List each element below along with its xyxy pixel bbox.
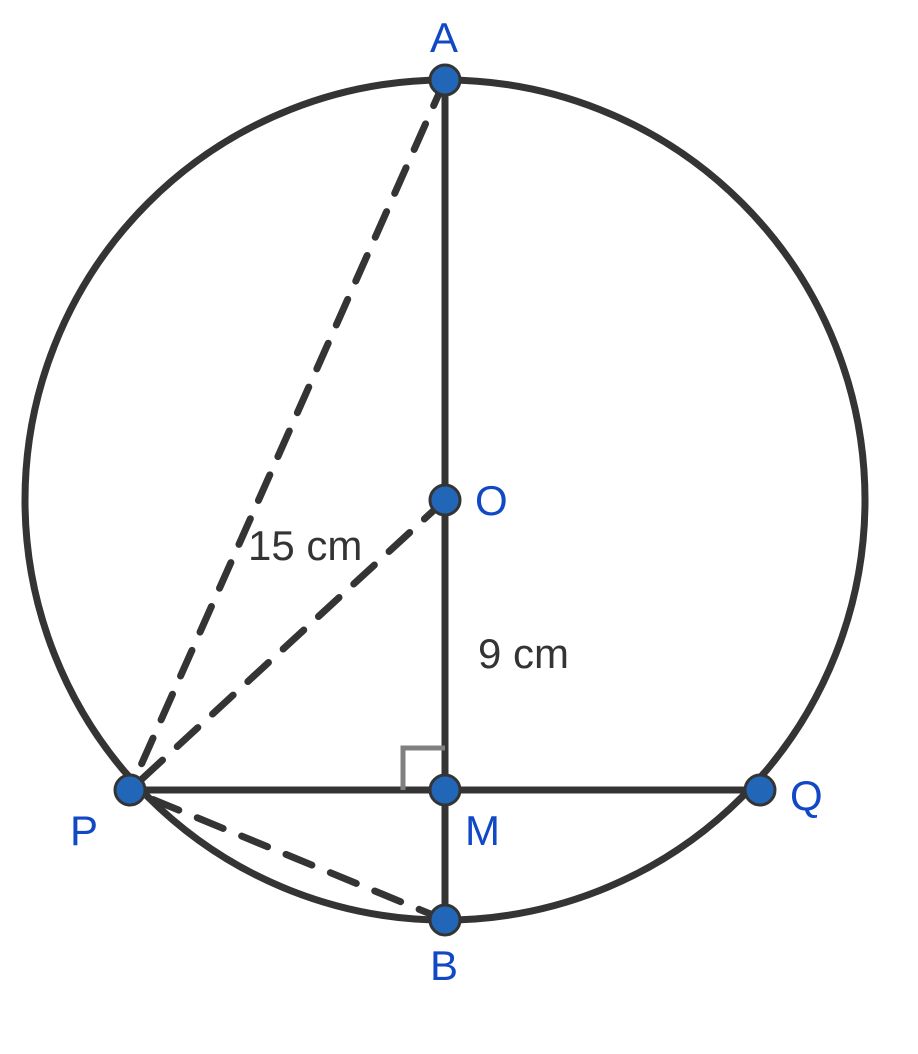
label-point-Q: Q xyxy=(790,772,823,819)
segment-B-P xyxy=(130,790,445,920)
point-B xyxy=(430,905,460,935)
label-point-O: O xyxy=(475,477,508,524)
label-point-A: A xyxy=(430,14,458,61)
point-M xyxy=(430,775,460,805)
point-O xyxy=(430,485,460,515)
label-point-P: P xyxy=(70,807,98,854)
geometry-diagram: A O M B P Q 15 cm 9 cm xyxy=(0,0,918,1054)
length-label-1: 9 cm xyxy=(478,630,569,677)
segment-A-P xyxy=(130,80,445,790)
length-label-0: 15 cm xyxy=(248,522,362,569)
label-point-B: B xyxy=(430,942,458,989)
point-P xyxy=(115,775,145,805)
point-A xyxy=(430,65,460,95)
point-Q xyxy=(745,775,775,805)
label-point-M: M xyxy=(465,807,500,854)
